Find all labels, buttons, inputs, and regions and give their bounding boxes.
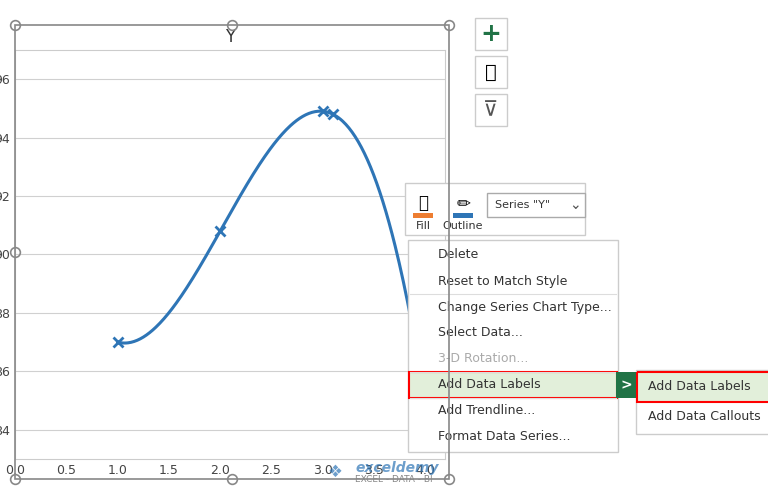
FancyBboxPatch shape <box>637 372 768 402</box>
Text: Select Data...: Select Data... <box>438 326 523 339</box>
Text: Outline: Outline <box>442 221 483 231</box>
FancyBboxPatch shape <box>413 213 433 218</box>
Text: +: + <box>481 22 502 46</box>
Text: Add Data Labels: Add Data Labels <box>648 381 750 394</box>
FancyBboxPatch shape <box>475 18 507 50</box>
Text: >: > <box>621 378 632 392</box>
FancyBboxPatch shape <box>453 213 473 218</box>
Text: EXCEL - DATA - BI: EXCEL - DATA - BI <box>355 476 432 485</box>
Text: 🪣: 🪣 <box>418 194 428 212</box>
FancyBboxPatch shape <box>475 94 507 126</box>
Text: exceldemy: exceldemy <box>355 461 439 475</box>
Text: Fill: Fill <box>415 221 431 231</box>
FancyBboxPatch shape <box>409 372 617 398</box>
Text: ⌄: ⌄ <box>569 198 581 212</box>
Text: 3-D Rotation...: 3-D Rotation... <box>438 352 528 365</box>
Text: Series "Y": Series "Y" <box>495 200 550 210</box>
FancyBboxPatch shape <box>616 372 636 398</box>
Text: Format Data Series...: Format Data Series... <box>438 431 571 444</box>
Text: ❖: ❖ <box>328 463 343 481</box>
Text: 🖌: 🖌 <box>485 62 497 81</box>
Title: Y: Y <box>225 27 236 45</box>
Text: Add Trendline...: Add Trendline... <box>438 405 535 418</box>
FancyBboxPatch shape <box>487 193 585 217</box>
FancyBboxPatch shape <box>636 370 768 434</box>
FancyBboxPatch shape <box>405 183 585 235</box>
Text: Add Data Callouts: Add Data Callouts <box>648 411 760 424</box>
FancyBboxPatch shape <box>408 240 618 452</box>
FancyBboxPatch shape <box>475 56 507 88</box>
Text: Reset to Match Style: Reset to Match Style <box>438 274 568 287</box>
Text: ⊽: ⊽ <box>483 100 498 120</box>
Text: Change Series Chart Type...: Change Series Chart Type... <box>438 300 612 313</box>
Text: Add Data Labels: Add Data Labels <box>438 379 541 392</box>
Text: Delete: Delete <box>438 249 479 261</box>
Text: ✏: ✏ <box>456 194 470 212</box>
